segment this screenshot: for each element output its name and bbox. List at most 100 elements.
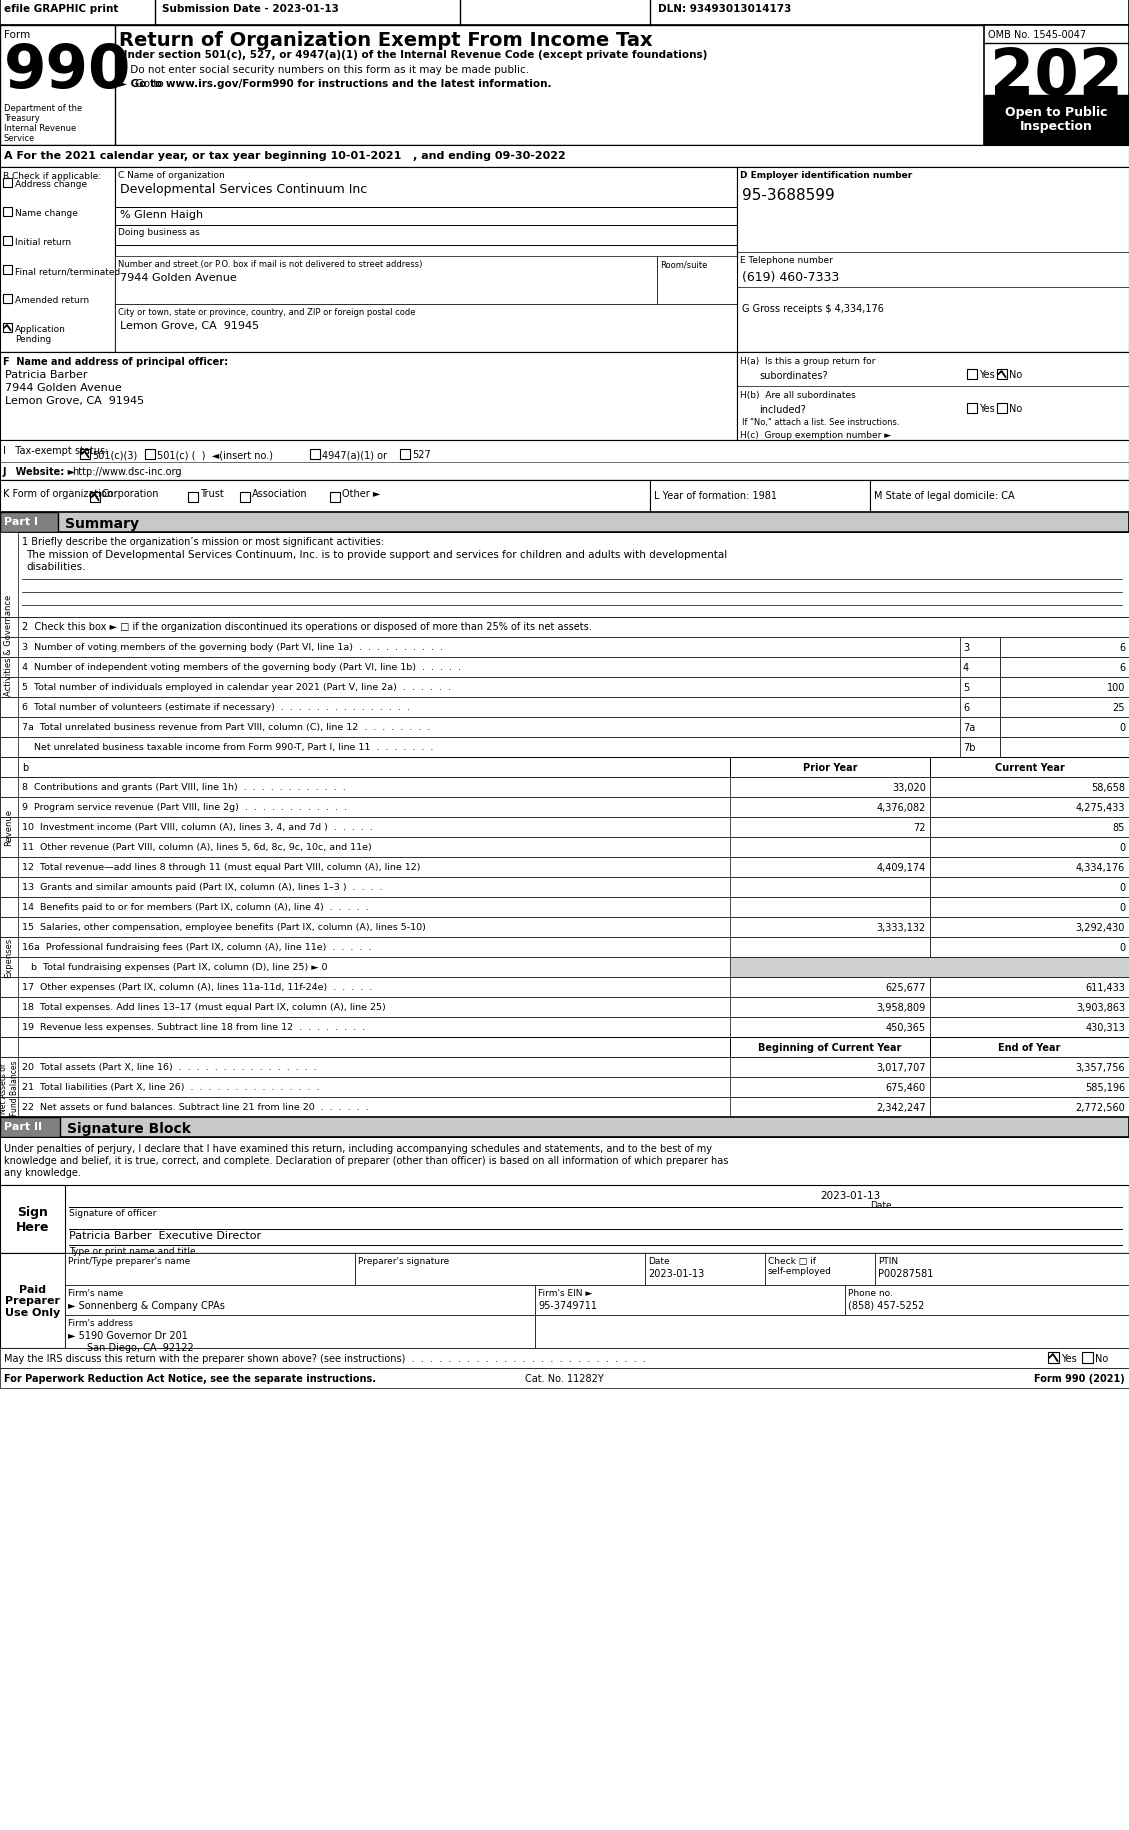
Bar — [0, 897, 18, 917]
Text: Paid
Preparer
Use Only: Paid Preparer Use Only — [5, 1285, 60, 1318]
Text: 4,275,433: 4,275,433 — [1076, 803, 1124, 813]
Text: Under penalties of perjury, I declare that I have examined this return, includin: Under penalties of perjury, I declare th… — [5, 1144, 712, 1153]
Text: Address change: Address change — [15, 179, 87, 188]
Text: Sign
Here: Sign Here — [16, 1206, 50, 1233]
Text: Firm's address: Firm's address — [68, 1318, 133, 1327]
Bar — [0, 858, 1129, 878]
Text: 3,333,132: 3,333,132 — [877, 922, 926, 933]
Text: 19  Revenue less expenses. Subtract line 18 from line 12  .  .  .  .  .  .  .  .: 19 Revenue less expenses. Subtract line … — [21, 1023, 365, 1032]
Bar — [0, 917, 1129, 937]
Bar — [0, 1138, 1129, 1186]
Text: No: No — [1095, 1352, 1109, 1363]
Text: 3,958,809: 3,958,809 — [877, 1003, 926, 1012]
Bar — [960, 697, 1000, 717]
Bar — [930, 1058, 1129, 1078]
Text: Date: Date — [648, 1257, 669, 1265]
Text: G Gross receipts $ 4,334,176: G Gross receipts $ 4,334,176 — [742, 304, 884, 313]
Bar — [645, 1254, 765, 1285]
Text: 0: 0 — [1119, 882, 1124, 893]
Text: 58,658: 58,658 — [1091, 783, 1124, 792]
Bar — [0, 977, 1129, 997]
Text: 2  Check this box ► □ if the organization discontinued its operations or dispose: 2 Check this box ► □ if the organization… — [21, 622, 592, 631]
Bar — [650, 481, 870, 512]
Text: ► 5190 Governor Dr 201: ► 5190 Governor Dr 201 — [68, 1330, 187, 1340]
Bar — [0, 353, 737, 441]
Text: Open to Public: Open to Public — [1005, 106, 1108, 119]
Text: Treasury: Treasury — [5, 113, 40, 123]
Text: Internal Revenue: Internal Revenue — [5, 124, 77, 134]
Text: 95-3749711: 95-3749711 — [539, 1301, 597, 1310]
Bar — [0, 1349, 1129, 1369]
Bar — [730, 1078, 930, 1098]
Text: 527: 527 — [412, 450, 431, 459]
Bar — [984, 95, 1129, 146]
Text: 72: 72 — [913, 822, 926, 833]
Bar — [0, 737, 18, 758]
Text: Form 990 (2021): Form 990 (2021) — [1034, 1372, 1124, 1383]
Text: 13  Grants and similar amounts paid (Part IX, column (A), lines 1–3 )  .  .  .  : 13 Grants and similar amounts paid (Part… — [21, 882, 383, 891]
Bar — [115, 168, 737, 353]
Text: 15  Salaries, other compensation, employee benefits (Part IX, column (A), lines : 15 Salaries, other compensation, employe… — [21, 922, 426, 931]
Bar — [0, 1369, 1129, 1389]
Text: 11  Other revenue (Part VIII, column (A), lines 5, 6d, 8c, 9c, 10c, and 11e): 11 Other revenue (Part VIII, column (A),… — [21, 842, 371, 851]
Text: 6  Total number of volunteers (estimate if necessary)  .  .  .  .  .  .  .  .  .: 6 Total number of volunteers (estimate i… — [21, 703, 410, 712]
Bar — [0, 1017, 1129, 1038]
Bar — [0, 1118, 60, 1138]
Text: City or town, state or province, country, and ZIP or foreign postal code: City or town, state or province, country… — [119, 307, 415, 317]
Bar — [0, 737, 1129, 758]
Text: H(b)  Are all subordinates: H(b) Are all subordinates — [739, 392, 856, 399]
Text: Initial return: Initial return — [15, 238, 71, 247]
Text: subordinates?: subordinates? — [759, 371, 828, 381]
Bar — [1000, 737, 1129, 758]
Text: Form: Form — [5, 29, 30, 40]
Text: Final return/terminated: Final return/terminated — [15, 267, 121, 276]
Bar — [0, 878, 18, 897]
Text: H(a)  Is this a group return for: H(a) Is this a group return for — [739, 357, 875, 366]
Text: Net unrelated business taxable income from Form 990-T, Part I, line 11  .  .  . : Net unrelated business taxable income fr… — [21, 743, 434, 752]
Text: 33,020: 33,020 — [892, 783, 926, 792]
Bar — [930, 818, 1129, 838]
Text: Association: Association — [252, 489, 307, 500]
Bar — [0, 481, 1129, 512]
Bar — [0, 798, 1129, 818]
Bar — [0, 717, 18, 737]
Text: knowledge and belief, it is true, correct, and complete. Declaration of preparer: knowledge and belief, it is true, correc… — [5, 1155, 728, 1166]
Text: Preparer's signature: Preparer's signature — [358, 1257, 449, 1265]
Text: End of Year: End of Year — [998, 1043, 1060, 1052]
Bar — [730, 878, 930, 897]
Bar — [3, 179, 12, 188]
Bar — [730, 1017, 930, 1038]
Text: 3,357,756: 3,357,756 — [1076, 1063, 1124, 1072]
Text: Current Year: Current Year — [995, 763, 1065, 772]
Bar — [0, 1078, 18, 1098]
Bar — [0, 677, 1129, 697]
Text: 18  Total expenses. Add lines 13–17 (must equal Part IX, column (A), line 25): 18 Total expenses. Add lines 13–17 (must… — [21, 1003, 386, 1012]
Text: 3: 3 — [963, 642, 969, 653]
Bar — [3, 295, 12, 304]
Bar — [0, 778, 18, 798]
Bar — [960, 737, 1000, 758]
Bar — [0, 1186, 65, 1254]
Text: ► Sonnenberg & Company CPAs: ► Sonnenberg & Company CPAs — [68, 1301, 225, 1310]
Text: 3,292,430: 3,292,430 — [1076, 922, 1124, 933]
Text: 6: 6 — [963, 703, 969, 712]
Text: The mission of Developmental Services Continuum, Inc. is to provide support and : The mission of Developmental Services Co… — [26, 549, 727, 571]
Text: Patricia Barber  Executive Director: Patricia Barber Executive Director — [69, 1230, 261, 1241]
Bar — [730, 818, 930, 838]
Bar — [968, 370, 977, 381]
Bar — [930, 1017, 1129, 1038]
Text: Application
Pending: Application Pending — [15, 324, 65, 344]
Text: Under section 501(c), 527, or 4947(a)(1) of the Internal Revenue Code (except pr: Under section 501(c), 527, or 4947(a)(1)… — [119, 49, 708, 60]
Text: Beginning of Current Year: Beginning of Current Year — [759, 1043, 902, 1052]
Text: 585,196: 585,196 — [1085, 1082, 1124, 1093]
Text: Date: Date — [870, 1200, 892, 1210]
Bar — [0, 937, 1129, 957]
Bar — [0, 1254, 1129, 1349]
Text: D Employer identification number: D Employer identification number — [739, 170, 912, 179]
Text: Phone no.: Phone no. — [848, 1288, 893, 1297]
Text: Go to: Go to — [129, 79, 167, 90]
Bar — [0, 818, 1129, 838]
Text: E Telephone number: E Telephone number — [739, 256, 833, 265]
Text: Developmental Services Continuum Inc: Developmental Services Continuum Inc — [120, 183, 367, 196]
Bar — [0, 937, 18, 957]
